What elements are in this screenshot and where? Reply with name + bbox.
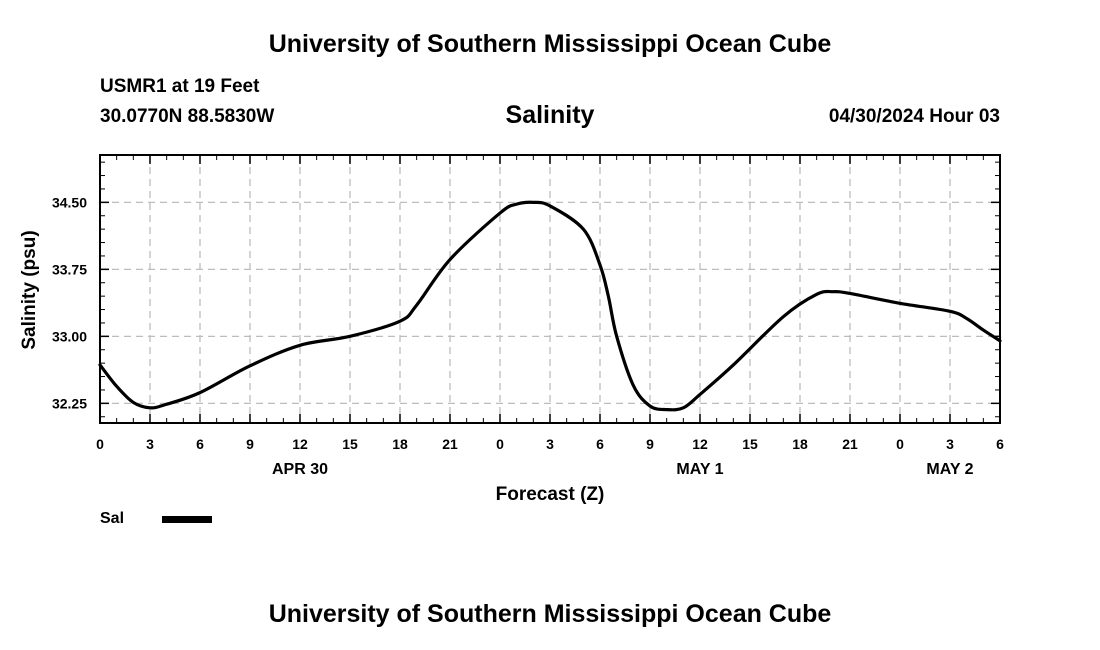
x-tick-label: 3 (946, 436, 954, 452)
x-tick-label: 18 (392, 436, 408, 452)
x-tick-label: 15 (742, 436, 758, 452)
legend-swatch (162, 516, 212, 523)
legend-label: Sal (100, 510, 125, 527)
x-tick-label: 0 (96, 436, 104, 452)
footer-title: University of Southern Mississippi Ocean… (268, 600, 832, 628)
grid-lines (100, 155, 1000, 423)
y-tick-label: 33.75 (52, 261, 87, 277)
x-tick-label: 21 (442, 436, 458, 452)
y-tick-label: 32.25 (52, 395, 87, 411)
day-label: MAY 1 (676, 461, 723, 478)
axes: 0 3 6 9 12 15 18 21 0 3 6 9 12 15 18 21 0 3 6 32.25 33.00 33.… (52, 155, 1004, 478)
x-tick-label: 0 (896, 436, 904, 452)
y-tick-label: 34.50 (52, 194, 87, 210)
chart-title: Salinity (505, 101, 595, 129)
station-label: USMR1 at 19 Feet (100, 76, 260, 97)
x-tick-label: 9 (246, 436, 254, 452)
x-tick-label: 12 (292, 436, 308, 452)
x-tick-label: 18 (792, 436, 808, 452)
x-tick-label: 3 (546, 436, 554, 452)
x-tick-label: 6 (596, 436, 604, 452)
coordinates-label: 30.0770N 88.5830W (100, 106, 275, 127)
forecast-date-label: 04/30/2024 Hour 03 (828, 106, 1000, 127)
x-axis-title: Forecast (Z) (496, 484, 605, 505)
series-line-sal (98, 200, 1002, 412)
x-tick-label: 9 (646, 436, 654, 452)
header-title: University of Southern Mississippi Ocean… (268, 30, 832, 58)
day-label: APR 30 (272, 461, 328, 478)
x-tick-label: 6 (196, 436, 204, 452)
day-label: MAY 2 (926, 461, 973, 478)
series-layer (98, 200, 1002, 412)
x-tick-label: 12 (692, 436, 708, 452)
x-tick-label: 15 (342, 436, 358, 452)
x-tick-label: 3 (146, 436, 154, 452)
x-tick-label: 6 (996, 436, 1004, 452)
x-tick-label: 21 (842, 436, 858, 452)
y-tick-label: 33.00 (52, 328, 87, 344)
x-tick-label: 0 (496, 436, 504, 452)
y-axis-title: Salinity (psu) (19, 230, 40, 349)
